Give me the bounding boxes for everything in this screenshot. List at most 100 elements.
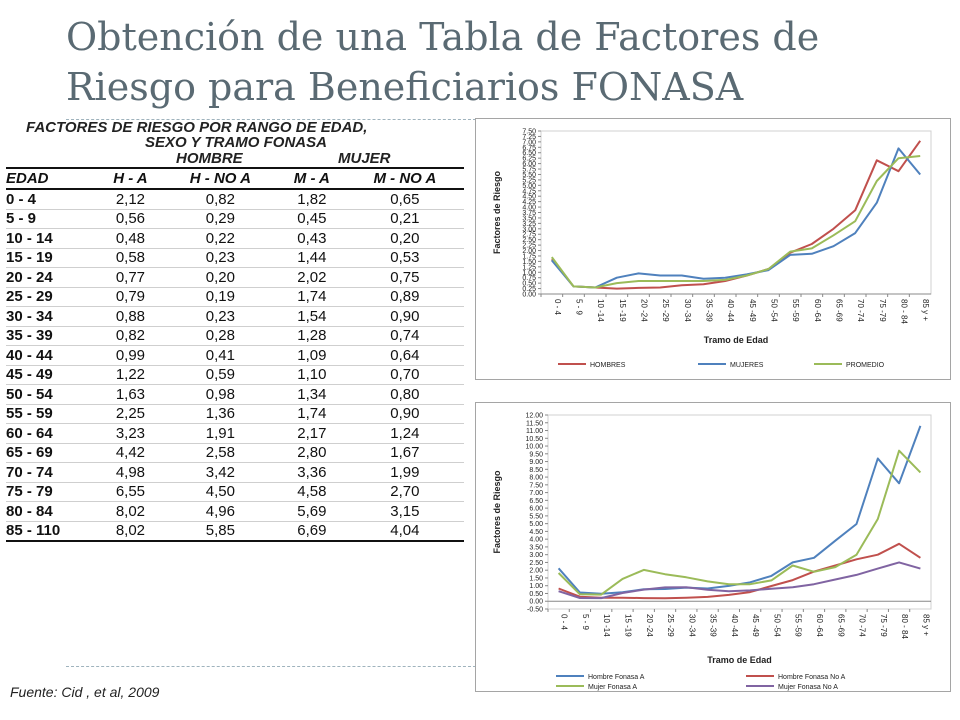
factor-cell: 0,59 <box>162 365 278 385</box>
chart-hombres-mujeres: 0.00 0.25 0.50 0.75 1.00 1.25 1.50 1.75 2.00 2.25… <box>475 118 951 380</box>
slide-title-line-1: Obtención de una Tabla de Factores de <box>66 15 820 59</box>
legend-label: Hombre Fonasa A <box>588 674 645 681</box>
legend-label: PROMEDIO <box>846 362 885 369</box>
factor-cell: 0,82 <box>162 189 278 210</box>
age-range-cell: 20 - 24 <box>6 267 98 288</box>
factor-cell: 2,80 <box>277 443 346 463</box>
age-range-cell: 25 - 29 <box>6 287 98 307</box>
column-header: M - NO A <box>345 167 464 190</box>
y-tick-label: 2.50 <box>529 560 543 567</box>
factor-cell: 0,82 <box>98 326 163 346</box>
factor-cell: 0,20 <box>345 228 464 249</box>
y-tick-label: 7.00 <box>529 490 543 497</box>
y-tick-label: 1.50 <box>522 259 536 266</box>
y-tick-label: 5.50 <box>522 172 536 179</box>
y-axis-title: Factores de Riesgo <box>492 470 502 554</box>
series-line-1 <box>551 140 922 290</box>
factor-cell: 1,74 <box>277 287 346 307</box>
factor-cell: 8,02 <box>98 521 163 542</box>
y-tick-label: 1.00 <box>522 270 536 277</box>
x-tick-label: 40 -44 <box>726 299 735 322</box>
plot-area <box>540 130 932 295</box>
x-tick-label: 45 -49 <box>748 299 757 322</box>
y-tick-label: 3.25 <box>522 221 536 228</box>
y-tick-label: 5.00 <box>522 183 536 190</box>
y-tick-label: 10.00 <box>525 444 543 451</box>
x-tick-label: 60 -64 <box>813 299 822 322</box>
table-gender-groups: HOMBRE MUJER <box>6 150 466 167</box>
table-heading-1: FACTORES DE RIESGO POR RANGO DE EDAD, <box>26 119 368 136</box>
chart-2-svg: -0.500.000.501.001.502.002.503.003.504.0… <box>492 413 932 691</box>
table-row: 85 - 110 8,02 5,85 6,69 4,04 <box>6 521 464 542</box>
age-range-cell: 65 - 69 <box>6 443 98 463</box>
x-tick-label: 0 - 4 <box>560 614 569 631</box>
age-range-cell: 75 - 79 <box>6 482 98 502</box>
factor-cell: 0,65 <box>345 189 464 210</box>
age-range-cell: 35 - 39 <box>6 326 98 346</box>
x-tick-label: 70 -74 <box>856 299 865 322</box>
table-row: 60 - 64 3,23 1,91 2,17 1,24 <box>6 423 464 444</box>
x-axis-title: Tramo de Edad <box>704 335 769 345</box>
factor-cell: 1,63 <box>98 384 163 405</box>
y-tick-label: 4.00 <box>522 205 536 212</box>
factor-cell: 0,70 <box>345 365 464 385</box>
y-tick-label: 1.75 <box>522 253 536 260</box>
factor-cell: 0,41 <box>162 345 278 366</box>
y-tick-label: 11.00 <box>526 428 543 435</box>
chart-fonasa-tramos: -0.50 0.00 0.50 1.00 1.50 2.00 2.50 3.00 3.50 4.0… <box>475 402 951 692</box>
factor-cell: 4,04 <box>345 521 464 542</box>
legend-label: Mujer Fonasa A <box>588 684 637 691</box>
y-tick-label: 2.75 <box>522 232 536 239</box>
x-tick-label: 85 y + <box>921 614 930 636</box>
age-range-cell: 70 - 74 <box>6 462 98 483</box>
x-tick-label: 55 -59 <box>791 299 800 322</box>
legend-label: MUJERES <box>730 362 764 369</box>
group-label-mujer: MUJER <box>338 150 391 167</box>
age-range-cell: 80 - 84 <box>6 501 98 522</box>
x-tick-label: 10 -14 <box>602 614 611 637</box>
x-tick-label: 65 -69 <box>835 299 844 322</box>
y-tick-label: 6.00 <box>529 506 543 513</box>
chart-1-svg: 0.000.250.500.751.001.251.501.752.002.25… <box>492 129 932 369</box>
y-tick-label: 7.50 <box>522 129 536 136</box>
factor-cell: 0,90 <box>345 404 464 424</box>
factor-cell: 0,21 <box>345 209 464 229</box>
x-tick-label: 35 -39 <box>709 614 718 637</box>
factor-cell: 3,36 <box>277 462 346 483</box>
factor-cell: 0,28 <box>162 326 278 346</box>
y-tick-label: 5.25 <box>522 177 536 184</box>
y-tick-label: 8.50 <box>529 467 543 474</box>
factor-cell: 1,09 <box>277 345 346 366</box>
x-tick-label: 50 -54 <box>770 299 779 322</box>
factor-cell: 1,82 <box>277 189 346 210</box>
factor-cell: 2,12 <box>98 189 163 210</box>
x-tick-label: 50 -54 <box>772 614 781 637</box>
x-tick-label: 25 -29 <box>661 299 670 322</box>
table-row: 80 - 84 8,02 4,96 5,69 3,15 <box>6 501 464 522</box>
factor-cell: 1,24 <box>345 423 464 444</box>
factor-cell: 0,98 <box>162 384 278 405</box>
factor-cell: 2,02 <box>277 267 346 288</box>
y-tick-label: 0.00 <box>522 292 536 299</box>
x-tick-label: 80 - 84 <box>900 614 909 639</box>
factor-cell: 0,22 <box>162 228 278 249</box>
x-tick-label: 5 - 9 <box>581 614 590 631</box>
age-range-cell: 85 - 110 <box>6 521 98 542</box>
factor-cell: 0,80 <box>345 384 464 405</box>
factor-cell: 4,50 <box>162 482 278 502</box>
y-axis-title: Factores de Riesgo <box>492 170 502 254</box>
table-row: 35 - 39 0,82 0,28 1,28 0,74 <box>6 326 464 346</box>
table-row: 50 - 54 1,63 0,98 1,34 0,80 <box>6 384 464 405</box>
factor-cell: 5,85 <box>162 521 278 542</box>
y-tick-label: 4.00 <box>529 537 543 544</box>
factor-cell: 0,45 <box>277 209 346 229</box>
y-tick-label: 2.25 <box>522 243 536 250</box>
age-range-cell: 55 - 59 <box>6 404 98 424</box>
y-tick-label: 6.50 <box>522 150 536 157</box>
series-line-3 <box>550 155 921 289</box>
factor-cell: 0,43 <box>277 228 346 249</box>
y-tick-label: 5.75 <box>522 167 536 174</box>
factor-cell: 6,69 <box>277 521 346 542</box>
x-tick-label: 60 -64 <box>815 614 824 637</box>
